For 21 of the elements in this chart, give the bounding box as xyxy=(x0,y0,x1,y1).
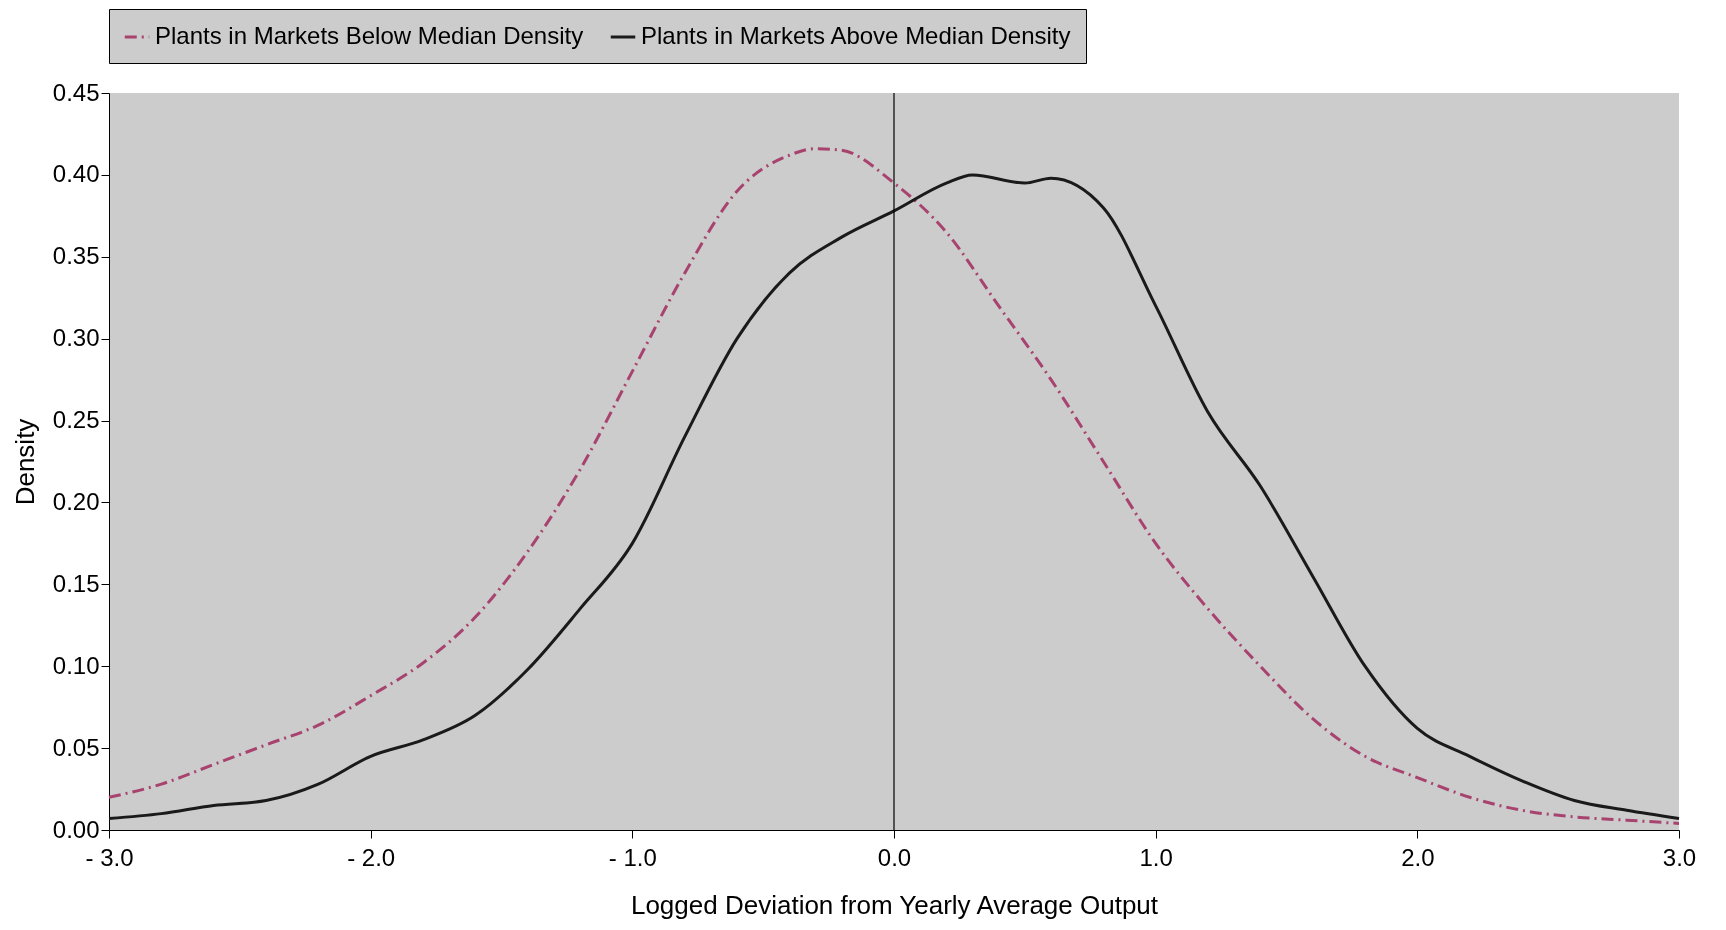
y-tick-label: 0.40 xyxy=(52,160,100,188)
y-tick-label: 0.45 xyxy=(52,78,100,106)
x-tick-label: - 2.0 xyxy=(347,843,396,871)
x-tick-label: - 3.0 xyxy=(85,843,134,871)
y-axis-title: Density xyxy=(9,418,40,506)
x-tick-label: - 1.0 xyxy=(608,843,657,871)
y-tick-label: 0.00 xyxy=(52,815,100,843)
y-tick-label: 0.25 xyxy=(52,406,100,434)
y-tick-label: 0.20 xyxy=(52,487,100,515)
x-tick-label: 2.0 xyxy=(1401,843,1435,871)
y-tick-label: 0.35 xyxy=(52,242,100,270)
x-tick-label: 3.0 xyxy=(1662,843,1697,871)
legend-label: Plants in Markets Above Median Density xyxy=(641,22,1071,49)
legend-label: Plants in Markets Below Median Density xyxy=(155,22,584,49)
x-tick-label: 1.0 xyxy=(1139,843,1173,871)
y-tick-label: 0.30 xyxy=(52,324,100,352)
x-axis-title: Logged Deviation from Yearly Average Output xyxy=(630,889,1159,920)
y-tick-label: 0.15 xyxy=(52,569,100,597)
y-tick-label: 0.05 xyxy=(52,733,100,761)
y-tick-label: 0.10 xyxy=(52,651,100,679)
x-tick-label: 0.0 xyxy=(877,843,912,871)
